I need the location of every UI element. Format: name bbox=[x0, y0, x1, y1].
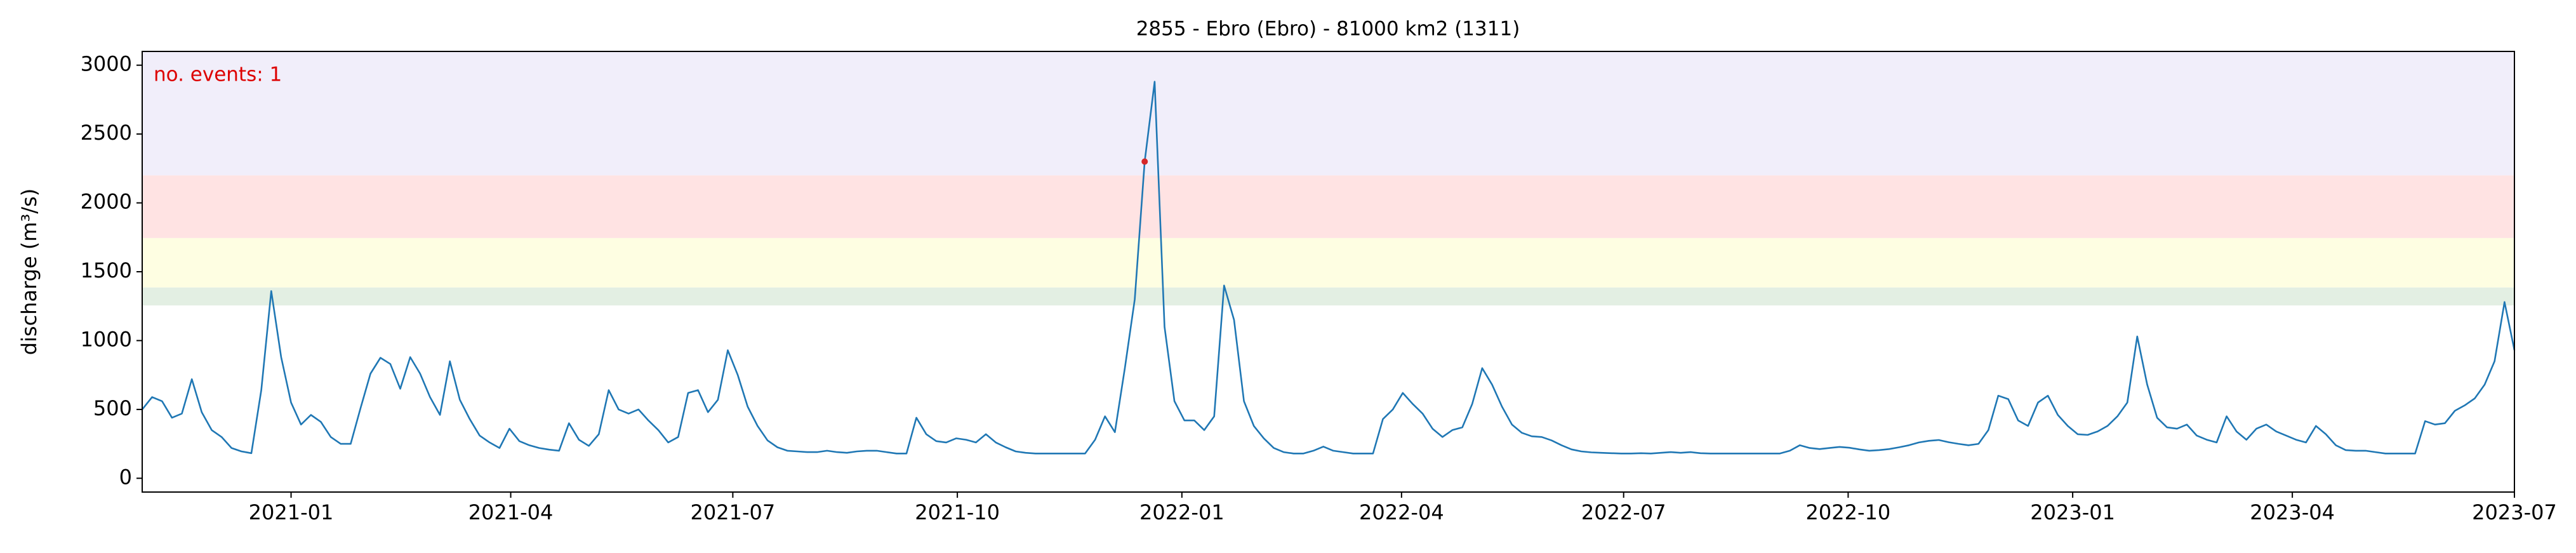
x-tick-label: 2023-01 bbox=[2030, 500, 2115, 524]
discharge-line bbox=[141, 81, 2516, 455]
threshold-band bbox=[142, 51, 2514, 176]
y-tick-label: 2500 bbox=[81, 121, 132, 145]
event-count: no. events: 1 bbox=[154, 63, 282, 86]
y-tick-label: 1000 bbox=[81, 327, 132, 351]
chart-title: 2855 - Ebro (Ebro) - 81000 km2 (1311) bbox=[1136, 18, 1520, 41]
y-tick-label: 1500 bbox=[81, 258, 132, 283]
threshold-band bbox=[142, 287, 2514, 306]
x-tick-label: 2023-04 bbox=[2250, 500, 2335, 524]
y-tick-label: 3000 bbox=[81, 52, 132, 76]
x-tick-label: 2021-01 bbox=[249, 500, 334, 524]
event-marker bbox=[1141, 158, 1148, 165]
y-tick-label: 2000 bbox=[81, 190, 132, 214]
x-tick-label: 2021-10 bbox=[915, 500, 1000, 524]
x-tick-label: 2023-07 bbox=[2472, 500, 2557, 524]
threshold-band bbox=[142, 175, 2514, 238]
x-tick-label: 2022-10 bbox=[1806, 500, 1891, 524]
plot-frame bbox=[142, 51, 2515, 493]
y-tick-label: 0 bbox=[119, 465, 132, 489]
x-tick-label: 2022-01 bbox=[1139, 500, 1225, 524]
x-tick-label: 2022-04 bbox=[1359, 500, 1444, 524]
x-tick-label: 2022-07 bbox=[1581, 500, 1666, 524]
threshold-band bbox=[142, 237, 2514, 288]
y-tick-label: 500 bbox=[93, 396, 132, 420]
y-axis-label: discharge (m³/s) bbox=[17, 189, 41, 356]
x-tick-label: 2021-04 bbox=[468, 500, 554, 524]
x-tick-label: 2021-07 bbox=[691, 500, 776, 524]
